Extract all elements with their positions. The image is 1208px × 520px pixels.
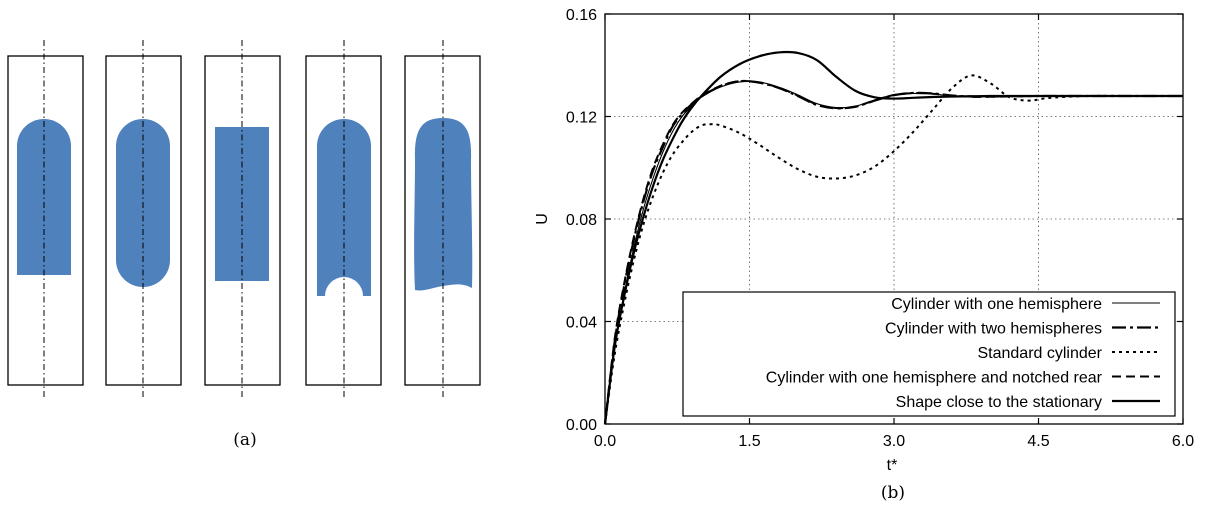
- series-line-4: [604, 79, 1183, 425]
- plot-series: [603, 50, 1183, 425]
- shape-frame-5: [404, 40, 481, 398]
- y-tick-label: 0.08: [566, 212, 597, 229]
- panel-a-label: (a): [233, 430, 256, 450]
- series-line-5: [603, 50, 1183, 425]
- x-tick-label: 4.5: [1027, 433, 1049, 450]
- panel-b-label: (b): [881, 483, 905, 503]
- x-axis-label: t*: [887, 457, 898, 474]
- y-tick-label: 0.16: [566, 7, 597, 24]
- body-shape-cylinder-one-hemisphere: [17, 119, 71, 275]
- shape-frame-4: [305, 40, 382, 398]
- x-tick-label: 0.0: [594, 433, 616, 450]
- x-tick-label: 6.0: [1172, 433, 1194, 450]
- velocity-plot: 0.0 1.5 3.0 4.5 6.0 0.00 0.04 0.08 0.12 0.16 t* U…: [534, 7, 1194, 474]
- legend-item-4: Cylinder with one hemisphere and notched…: [766, 370, 1160, 387]
- y-tick-label: 0.12: [566, 110, 597, 127]
- shape-gallery-panel: [7, 40, 481, 398]
- legend-label: Cylinder with one hemisphere and notched…: [766, 370, 1103, 387]
- legend-box: [682, 291, 1176, 417]
- x-tick-label: 1.5: [738, 433, 760, 450]
- legend-label: Cylinder with one hemisphere: [891, 296, 1102, 313]
- y-tick-label: 0.00: [566, 417, 597, 434]
- legend-label: Cylinder with two hemispheres: [885, 321, 1102, 338]
- y-axis-label: U: [534, 213, 551, 225]
- shape-frame-1: [7, 40, 84, 398]
- x-tick-label: 3.0: [883, 433, 905, 450]
- legend-label: Shape close to the stationary: [896, 394, 1102, 411]
- legend-item-2: Cylinder with two hemispheres: [885, 321, 1160, 338]
- legend-item-3: Standard cylinder: [977, 345, 1160, 362]
- shape-frame-2: [105, 40, 182, 398]
- shape-frame-3: [204, 40, 281, 398]
- legend-label: Standard cylinder: [977, 345, 1102, 362]
- legend-item-1: Cylinder with one hemisphere: [891, 296, 1160, 313]
- series-line-3: [604, 74, 1183, 425]
- y-tick-label: 0.04: [566, 315, 597, 332]
- legend-item-5: Shape close to the stationary: [896, 394, 1160, 411]
- legend: Cylinder with one hemisphere Cylinder wit…: [682, 291, 1176, 417]
- plot-ticks: 0.0 1.5 3.0 4.5 6.0 0.00 0.04 0.08 0.12 0.16: [566, 7, 1194, 450]
- channel-wall: [7, 55, 84, 386]
